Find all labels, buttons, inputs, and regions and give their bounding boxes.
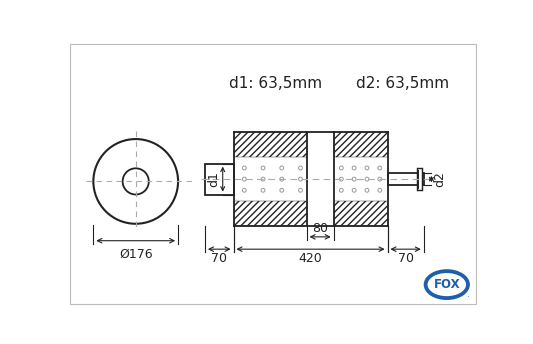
Text: 70: 70 (398, 252, 414, 265)
Bar (334, 202, 387, 226)
Ellipse shape (427, 273, 466, 296)
Bar (417, 168, 422, 190)
Text: FOX: FOX (433, 278, 460, 291)
Text: 70: 70 (211, 252, 227, 265)
Text: d2: d2 (434, 171, 447, 187)
Bar (233, 132, 306, 157)
Text: d1: d1 (207, 171, 221, 187)
Bar (306, 132, 334, 226)
Text: d1: 63,5mm: d1: 63,5mm (229, 76, 322, 91)
Bar (205, 164, 233, 194)
Bar (334, 132, 387, 157)
Text: Ø176: Ø176 (119, 248, 152, 261)
Bar (387, 173, 424, 185)
Text: d2: 63,5mm: d2: 63,5mm (357, 76, 449, 91)
Bar (233, 157, 306, 202)
Text: 80: 80 (312, 222, 328, 235)
Bar (334, 157, 387, 202)
Bar (233, 202, 306, 226)
Text: 420: 420 (298, 252, 322, 265)
Text: ·: · (466, 293, 469, 302)
Ellipse shape (424, 269, 470, 300)
